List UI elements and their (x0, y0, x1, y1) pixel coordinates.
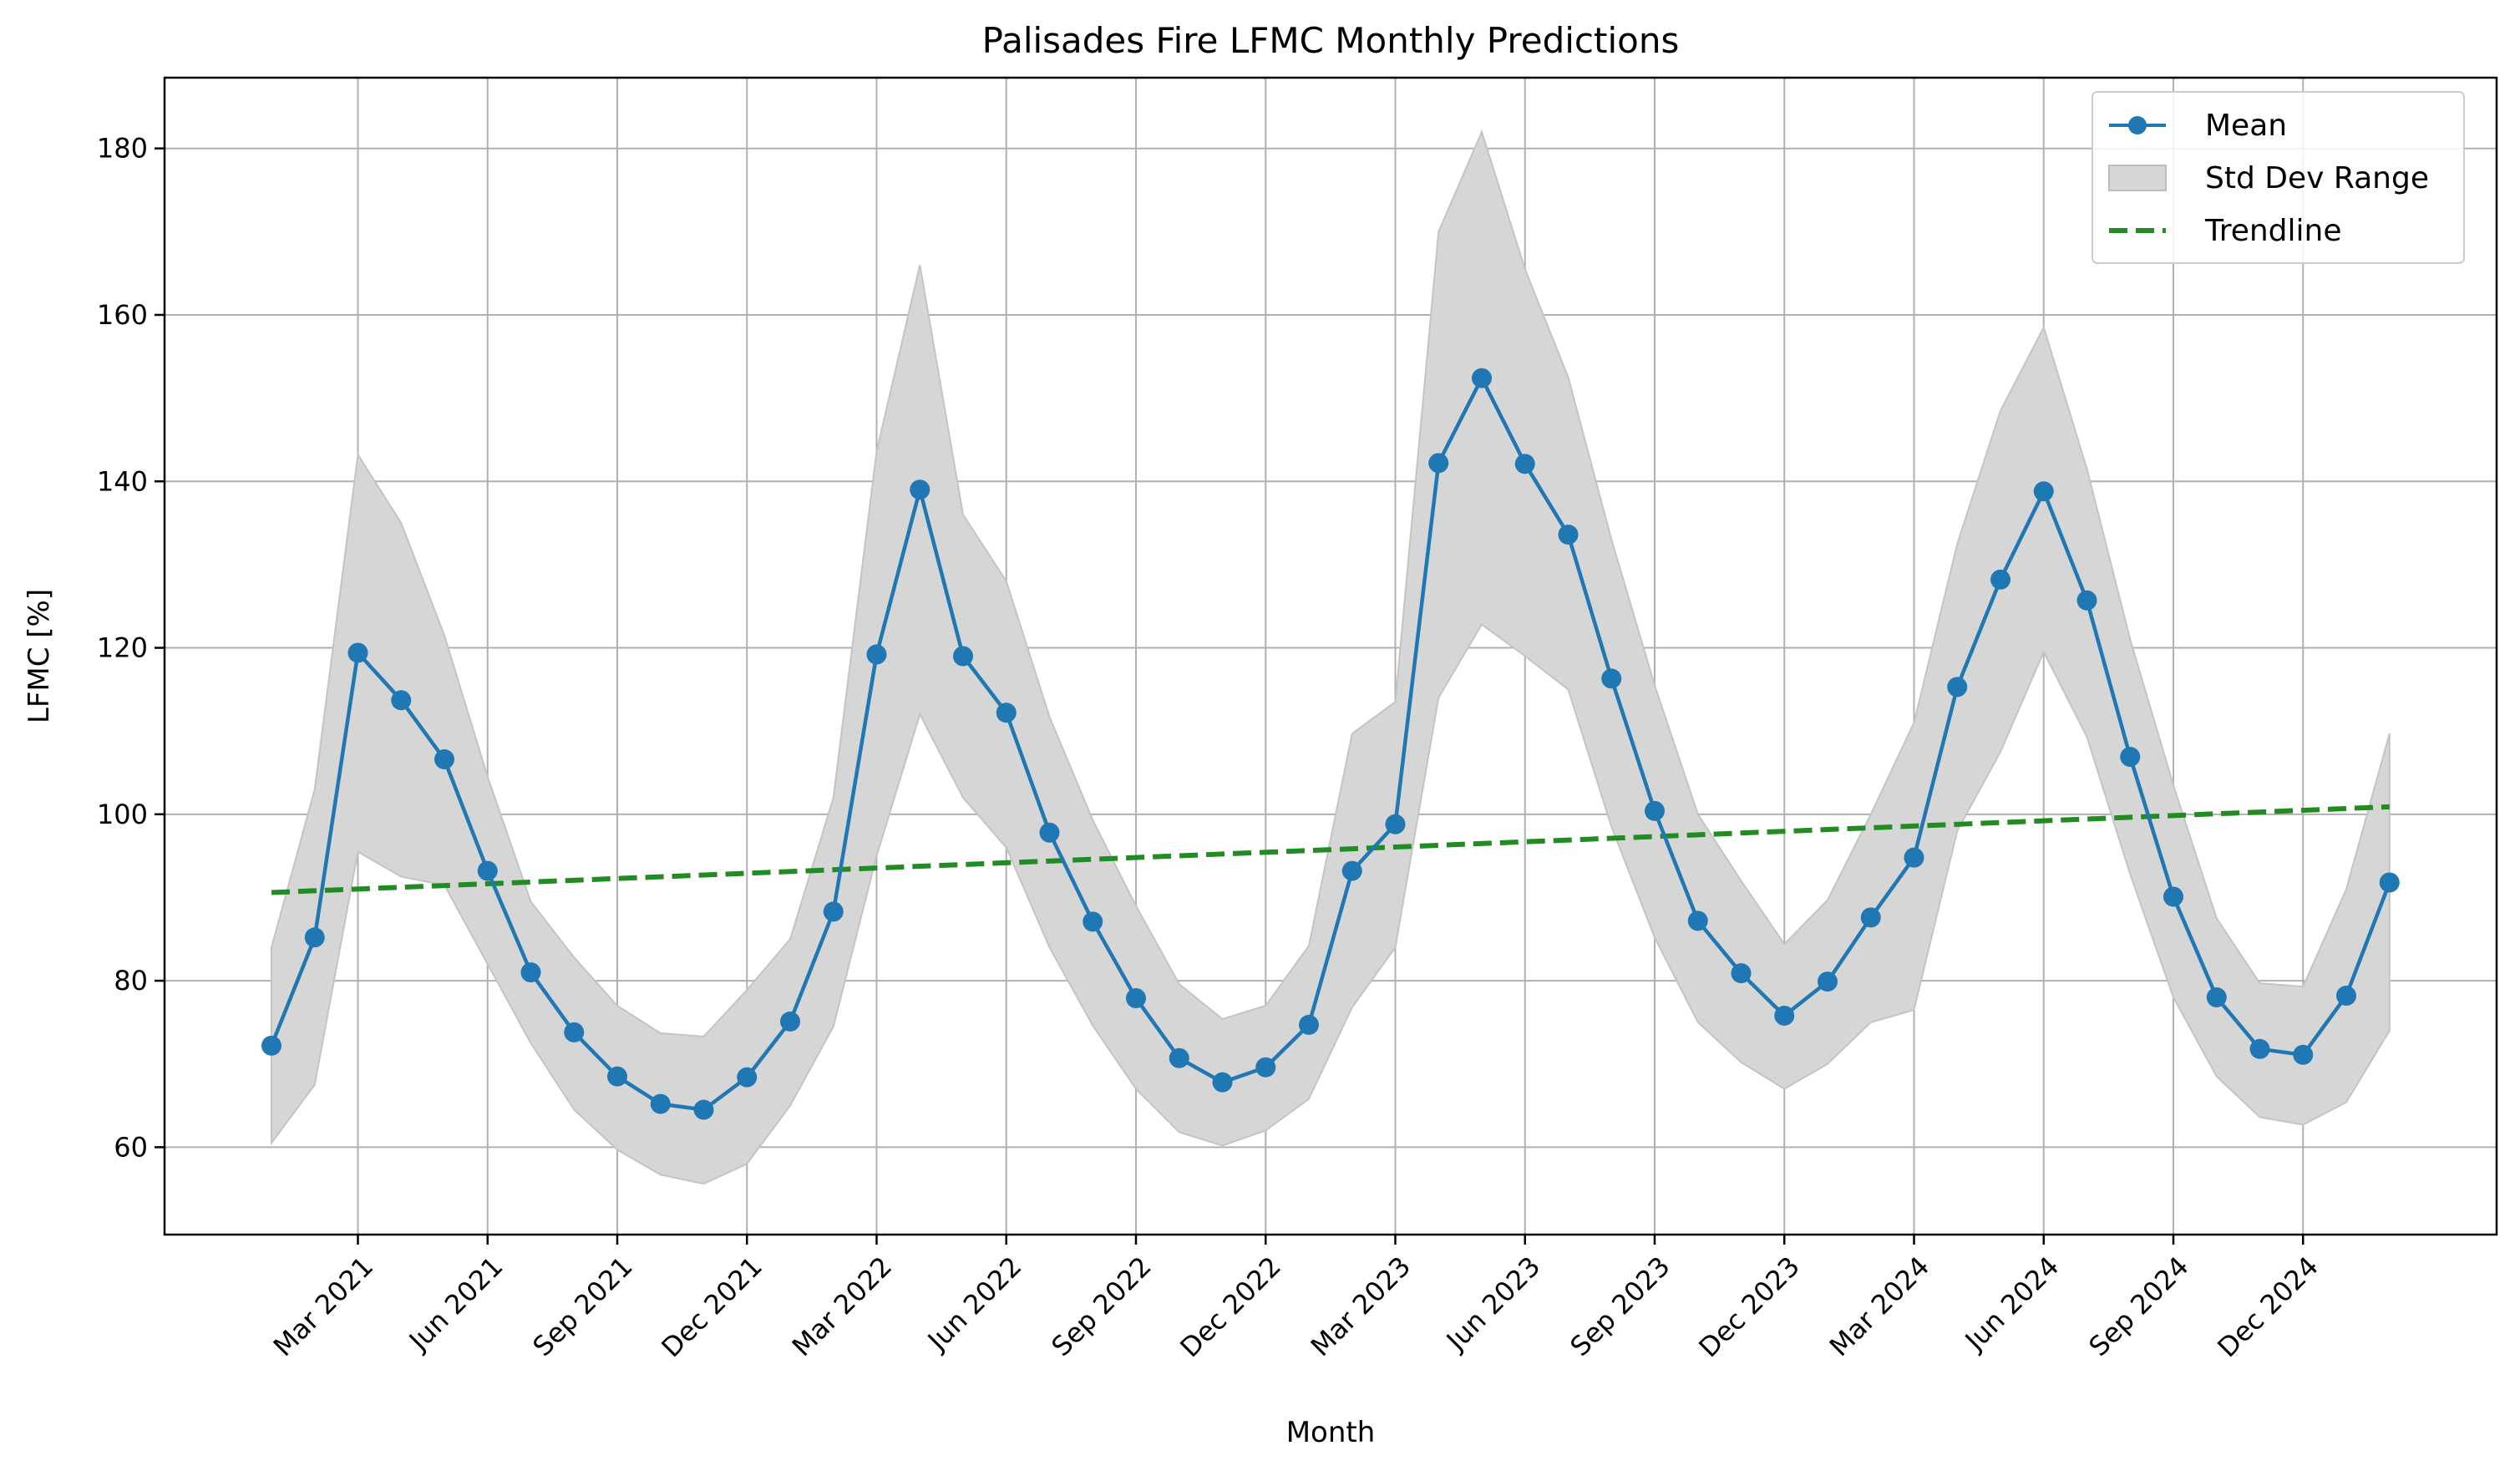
mean-point (866, 644, 887, 665)
mean-point (1687, 910, 1708, 931)
mean-point (823, 901, 844, 922)
mean-point (1731, 963, 1752, 984)
mean-point (910, 479, 930, 500)
mean-point (1299, 1014, 1319, 1035)
y-tick-label: 80 (114, 965, 148, 997)
mean-series (261, 368, 2400, 1120)
mean-point (1385, 814, 1406, 834)
mean-point (1083, 911, 1103, 932)
plot-frame (163, 76, 2498, 1236)
y-tick-label: 180 (97, 133, 148, 165)
mean-point (564, 1022, 585, 1042)
mean-point (1904, 847, 1924, 868)
mean-point (1947, 677, 1968, 697)
y-tick-label: 140 (97, 465, 148, 497)
mean-point (1860, 907, 1881, 928)
trendline-layer (271, 804, 2390, 895)
mean-point (2163, 886, 2183, 907)
mean-point (953, 646, 973, 667)
mean-point (2249, 1038, 2270, 1059)
mean-point (1818, 971, 1838, 992)
std-dev-band (271, 129, 2391, 1185)
y-tick-label: 100 (97, 799, 148, 830)
legend-trendline-label: Trendline (2204, 214, 2342, 248)
y-tick-label: 120 (97, 632, 148, 664)
mean-point (434, 749, 454, 770)
mean-point (2336, 986, 2356, 1007)
legend-box (2092, 91, 2465, 264)
mean-point (1169, 1047, 1189, 1068)
mean-point (1255, 1057, 1276, 1078)
mean-point (2379, 872, 2400, 893)
chart-title: Palisades Fire LFMC Monthly Predictions (982, 20, 1680, 61)
mean-point (1514, 454, 1535, 474)
mean-point (737, 1067, 758, 1088)
y-axis-ticks: 60 80 100 120 140 160 180 (97, 133, 165, 1163)
y-axis-label: LFMC [%] (23, 589, 56, 723)
mean-point (261, 1035, 281, 1056)
mean-point (1601, 668, 1622, 689)
mean-point (391, 690, 412, 711)
legend-std-dev-swatch (2108, 165, 2167, 191)
legend-std-dev-label: Std Dev Range (2205, 161, 2429, 195)
mean-point (693, 1099, 714, 1120)
mean-point (1990, 569, 2010, 590)
mean-point (2076, 590, 2097, 611)
legend-mean-marker (2128, 116, 2147, 134)
mean-point (1774, 1005, 1795, 1026)
mean-point (996, 702, 1017, 723)
mean-point (2120, 747, 2141, 768)
mean-point (2293, 1044, 2314, 1065)
x-axis-label: Month (1286, 1416, 1376, 1449)
trendline (271, 804, 2390, 895)
mean-point (650, 1093, 671, 1114)
y-tick-label: 60 (114, 1131, 148, 1163)
mean-point (2033, 481, 2054, 502)
mean-point (1645, 800, 1665, 821)
mean-point (347, 642, 368, 663)
y-tick-label: 160 (97, 299, 148, 331)
std-dev-area (271, 129, 2391, 1185)
mean-point (520, 962, 541, 983)
mean-point (1341, 860, 1362, 881)
mean-point (1126, 988, 1146, 1009)
mean-point (607, 1066, 627, 1087)
mean-point (1558, 525, 1579, 545)
mean-point (1428, 453, 1449, 474)
mean-point (1039, 822, 1060, 843)
legend-mean-label: Mean (2205, 109, 2287, 143)
mean-point (304, 927, 325, 948)
mean-point (477, 860, 498, 881)
mean-point (1472, 368, 1492, 388)
mean-point (2206, 987, 2227, 1008)
legend: Mean Std Dev Range Trendline (2092, 91, 2465, 264)
mean-point (780, 1011, 800, 1032)
mean-point (1212, 1072, 1233, 1093)
